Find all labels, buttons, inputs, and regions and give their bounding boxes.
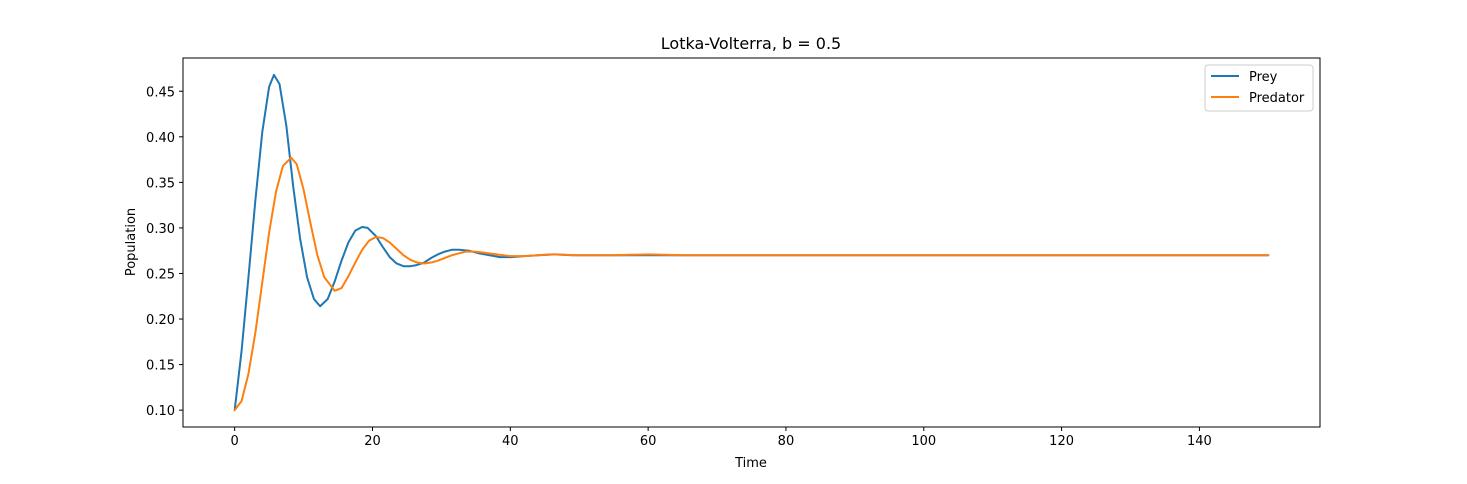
y-tick-label: 0.10	[146, 404, 175, 419]
series-line-predator	[233, 156, 1270, 412]
y-tick-label: 0.20	[146, 313, 175, 328]
y-tick-label: 0.15	[146, 359, 175, 374]
y-tick-label: 0.35	[146, 176, 175, 191]
x-tick-label: 0	[231, 434, 239, 449]
x-tick-label: 100	[911, 434, 936, 449]
x-tick-label: 20	[364, 434, 381, 449]
x-axis-ticks: 0 20 40 60 80 100 120 140	[231, 427, 1212, 449]
legend: Prey Predator	[1204, 64, 1314, 112]
y-axis-label: Population	[124, 208, 139, 276]
y-tick-label: 0.25	[146, 267, 175, 282]
legend-label-prey: Prey	[1249, 70, 1278, 85]
x-tick-label: 60	[640, 434, 657, 449]
y-axis-ticks: 0.10 0.15 0.20 0.25 0.30 0.35 0.40 0.45	[146, 85, 183, 419]
series-layer	[233, 73, 1270, 412]
chart-title: Lotka-Volterra, b = 0.5	[661, 34, 841, 53]
x-tick-label: 80	[778, 434, 795, 449]
x-axis-label: Time	[734, 456, 767, 471]
x-tick-label: 140	[1187, 434, 1212, 449]
legend-label-predator: Predator	[1249, 91, 1305, 106]
y-tick-label: 0.30	[146, 222, 175, 237]
x-tick-label: 40	[502, 434, 519, 449]
x-tick-label: 120	[1049, 434, 1074, 449]
y-tick-label: 0.45	[146, 85, 175, 100]
plot-area-frame	[182, 57, 1321, 428]
y-tick-label: 0.40	[146, 131, 175, 146]
